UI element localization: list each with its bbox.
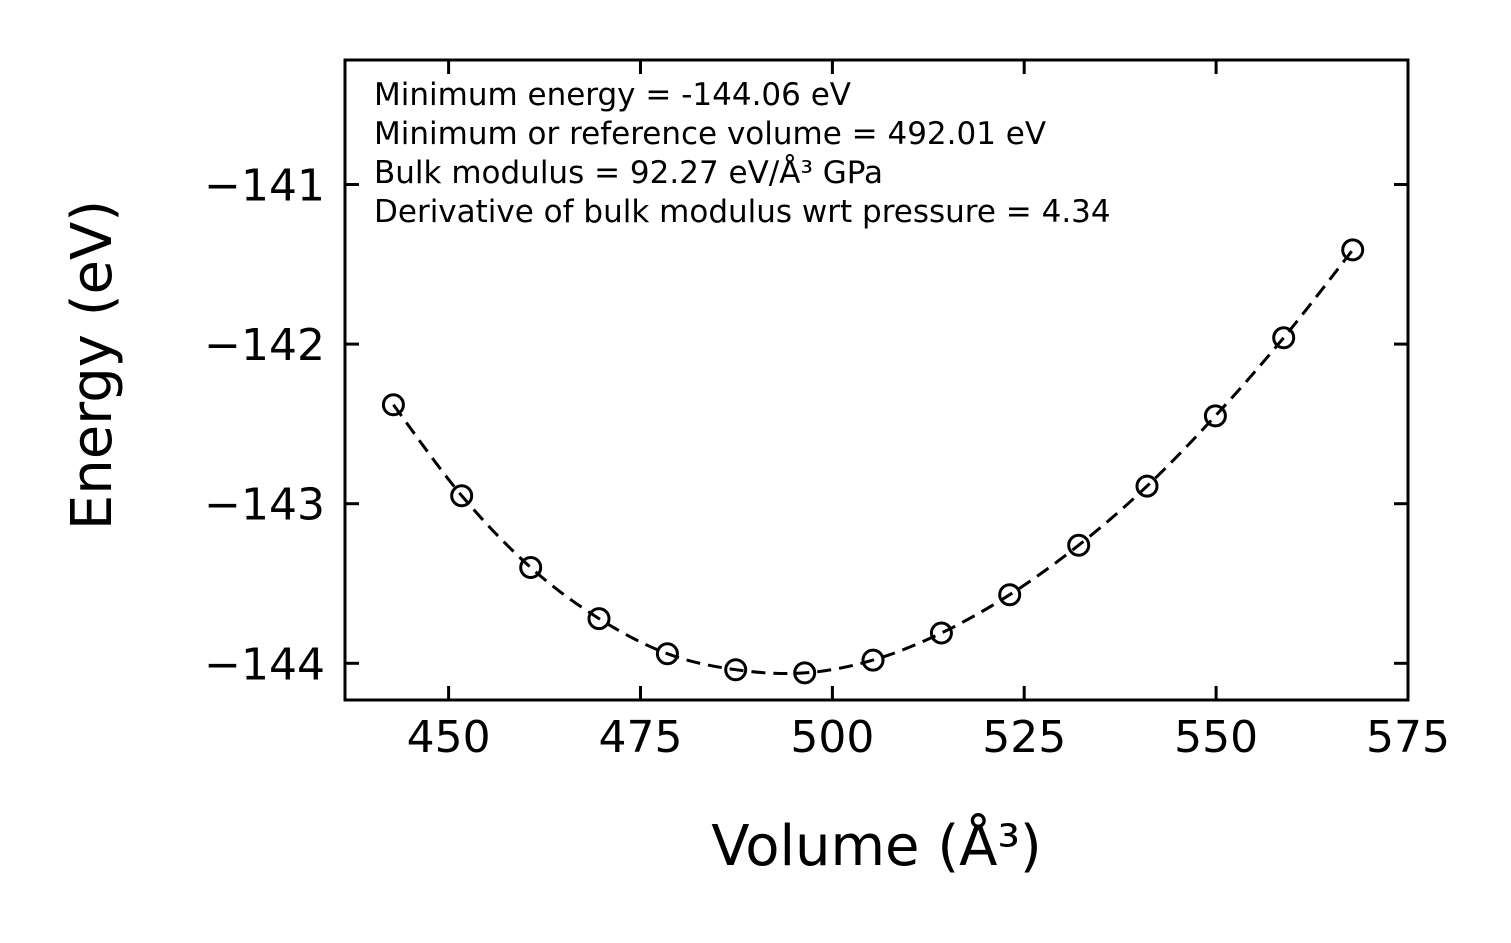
x-tick-label: 475	[599, 712, 683, 763]
x-tick-label: 450	[407, 712, 491, 763]
data-point-marker	[929, 621, 953, 645]
data-point-marker	[861, 648, 885, 672]
data-point-marker	[450, 484, 474, 508]
x-tick-label: 550	[1174, 712, 1258, 763]
data-point-marker	[1067, 533, 1091, 557]
data-point-marker	[519, 556, 543, 579]
data-point-marker	[587, 607, 611, 631]
annotation-bulk-modulus: Bulk modulus = 92.27 eV/Å³ GPa	[374, 155, 884, 191]
y-axis-label: Energy (eV)	[60, 199, 125, 531]
x-tick-label: 575	[1366, 712, 1450, 763]
x-tick-label: 525	[982, 712, 1066, 763]
annotation-bulk-modulus-derivative: Derivative of bulk modulus wrt pressure …	[374, 194, 1111, 230]
x-tick-label: 500	[790, 712, 874, 763]
y-tick-label: −143	[204, 480, 325, 531]
fit-results-annotation: Minimum energy = -144.06 eV Minimum or r…	[374, 76, 1111, 232]
data-point-marker	[655, 642, 679, 666]
plot-frame	[343, 58, 1410, 702]
annotation-minimum-energy: Minimum energy = -144.06 eV	[374, 77, 852, 113]
data-point-marker	[381, 393, 405, 417]
data-point-marker	[724, 658, 748, 682]
x-axis-label: Volume (Å³)	[711, 814, 1042, 879]
fit-curve	[392, 248, 1354, 676]
data-point-marker	[998, 583, 1022, 607]
y-tick-label: −144	[204, 639, 325, 690]
data-point-marker	[793, 661, 817, 685]
data-point-marker	[1135, 474, 1159, 498]
y-tick-label: −142	[204, 320, 325, 371]
data-point-marker	[1203, 404, 1227, 428]
data-point-marker	[1272, 326, 1296, 350]
annotation-reference-volume: Minimum or reference volume = 492.01 eV	[374, 116, 1047, 152]
y-tick-label: −141	[204, 161, 325, 212]
data-point-marker	[1341, 238, 1365, 262]
